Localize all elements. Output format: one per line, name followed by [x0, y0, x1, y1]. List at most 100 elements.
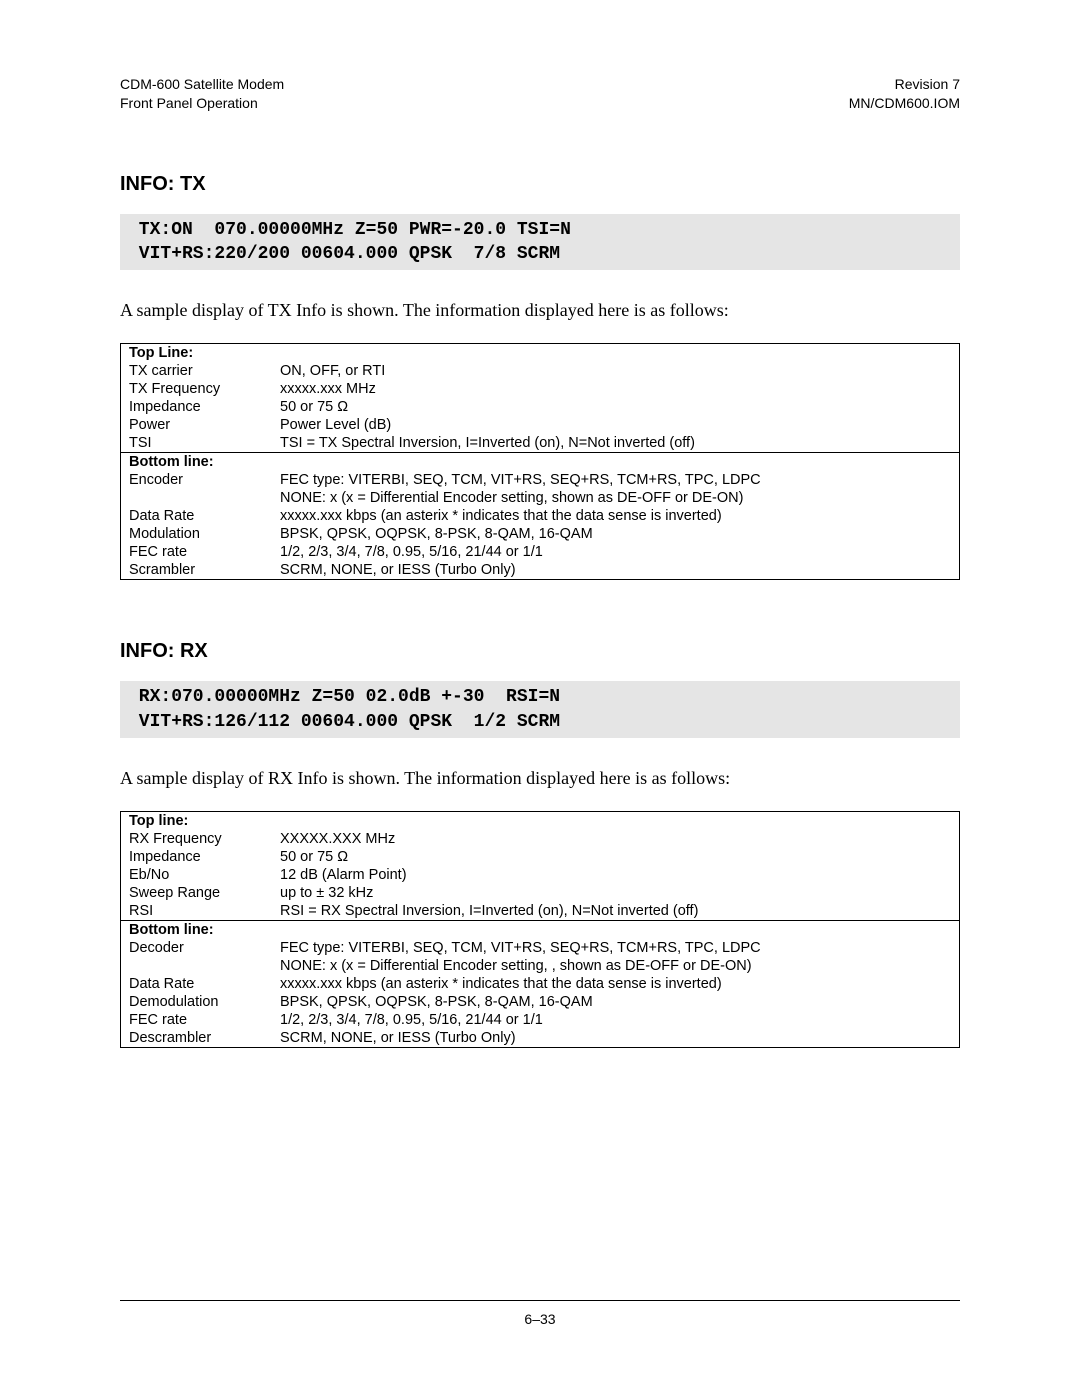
- tx-info-table: Top Line:TX carrierON, OFF, or RTITX Fre…: [120, 343, 960, 580]
- table-value: 1/2, 2/3, 3/4, 7/8, 0.95, 5/16, 21/44 or…: [272, 1011, 960, 1029]
- table-row: EncoderFEC type: VITERBI, SEQ, TCM, VIT+…: [121, 471, 960, 489]
- rx-lcd-line1: RX:070.00000MHz Z=50 02.0dB +-30 RSI=N: [128, 687, 560, 707]
- table-cell: [272, 920, 960, 939]
- tx-heading: INFO: TX: [120, 173, 960, 196]
- page: CDM-600 Satellite Modem Front Panel Oper…: [0, 0, 1080, 1397]
- table-row: DecoderFEC type: VITERBI, SEQ, TCM, VIT+…: [121, 939, 960, 957]
- table-label: Sweep Range: [121, 884, 273, 902]
- table-row: RSIRSI = RX Spectral Inversion, I=Invert…: [121, 902, 960, 921]
- table-row: FEC rate1/2, 2/3, 3/4, 7/8, 0.95, 5/16, …: [121, 543, 960, 561]
- table-label: Demodulation: [121, 993, 273, 1011]
- table-value: 50 or 75 Ω: [272, 398, 960, 416]
- table-row: Eb/No12 dB (Alarm Point): [121, 866, 960, 884]
- table-value: xxxxx.xxx kbps (an asterix * indicates t…: [272, 507, 960, 525]
- page-footer: 6–33: [120, 1300, 960, 1327]
- header-left-line1: CDM-600 Satellite Modem: [120, 75, 284, 94]
- table-label: [121, 957, 273, 975]
- table-label: Power: [121, 416, 273, 434]
- table-row: Impedance50 or 75 Ω: [121, 848, 960, 866]
- table-cell: [272, 811, 960, 830]
- table-value: 12 dB (Alarm Point): [272, 866, 960, 884]
- table-label: Impedance: [121, 848, 273, 866]
- table-label: FEC rate: [121, 543, 273, 561]
- table-group-header: Top Line:: [121, 344, 273, 363]
- table-cell: [272, 344, 960, 363]
- table-value: NONE: x (x = Differential Encoder settin…: [272, 489, 960, 507]
- header-right-line2: MN/CDM600.IOM: [849, 94, 960, 113]
- table-label: Data Rate: [121, 975, 273, 993]
- table-row: Bottom line:: [121, 920, 960, 939]
- table-row: Top line:: [121, 811, 960, 830]
- rx-lcd-line2: VIT+RS:126/112 00604.000 QPSK 1/2 SCRM: [128, 712, 560, 732]
- table-label: RSI: [121, 902, 273, 921]
- table-row: DemodulationBPSK, QPSK, OQPSK, 8-PSK, 8-…: [121, 993, 960, 1011]
- page-number: 6–33: [524, 1311, 555, 1327]
- table-row: DescramblerSCRM, NONE, or IESS (Turbo On…: [121, 1029, 960, 1048]
- table-label: Decoder: [121, 939, 273, 957]
- rx-intro: A sample display of RX Info is shown. Th…: [120, 768, 960, 789]
- table-value: NONE: x (x = Differential Encoder settin…: [272, 957, 960, 975]
- header-left: CDM-600 Satellite Modem Front Panel Oper…: [120, 75, 284, 113]
- table-row: NONE: x (x = Differential Encoder settin…: [121, 957, 960, 975]
- table-value: SCRM, NONE, or IESS (Turbo Only): [272, 1029, 960, 1048]
- table-value: FEC type: VITERBI, SEQ, TCM, VIT+RS, SEQ…: [272, 471, 960, 489]
- tx-lcd-line2: VIT+RS:220/200 00604.000 QPSK 7/8 SCRM: [128, 244, 560, 264]
- table-row: TX carrierON, OFF, or RTI: [121, 362, 960, 380]
- table-cell: [272, 453, 960, 472]
- table-value: SCRM, NONE, or IESS (Turbo Only): [272, 561, 960, 580]
- tx-lcd-line1: TX:ON 070.00000MHz Z=50 PWR=-20.0 TSI=N: [128, 220, 571, 240]
- table-row: TX Frequencyxxxxx.xxx MHz: [121, 380, 960, 398]
- table-value: xxxxx.xxx kbps (an asterix * indicates t…: [272, 975, 960, 993]
- rx-lcd-display: RX:070.00000MHz Z=50 02.0dB +-30 RSI=N V…: [120, 681, 960, 738]
- table-label: RX Frequency: [121, 830, 273, 848]
- table-group-header: Top line:: [121, 811, 273, 830]
- table-value: XXXXX.XXX MHz: [272, 830, 960, 848]
- rx-heading: INFO: RX: [120, 640, 960, 663]
- table-group-header: Bottom line:: [121, 920, 273, 939]
- table-value: xxxxx.xxx MHz: [272, 380, 960, 398]
- table-value: BPSK, QPSK, OQPSK, 8-PSK, 8-QAM, 16-QAM: [272, 993, 960, 1011]
- table-label: Impedance: [121, 398, 273, 416]
- table-label: TX Frequency: [121, 380, 273, 398]
- table-value: 1/2, 2/3, 3/4, 7/8, 0.95, 5/16, 21/44 or…: [272, 543, 960, 561]
- header-left-line2: Front Panel Operation: [120, 94, 284, 113]
- table-row: ScramblerSCRM, NONE, or IESS (Turbo Only…: [121, 561, 960, 580]
- table-value: 50 or 75 Ω: [272, 848, 960, 866]
- table-value: Power Level (dB): [272, 416, 960, 434]
- table-label: Eb/No: [121, 866, 273, 884]
- table-row: Impedance50 or 75 Ω: [121, 398, 960, 416]
- table-value: FEC type: VITERBI, SEQ, TCM, VIT+RS, SEQ…: [272, 939, 960, 957]
- table-label: Data Rate: [121, 507, 273, 525]
- header-right-line1: Revision 7: [849, 75, 960, 94]
- table-label: TSI: [121, 434, 273, 453]
- table-row: TSITSI = TX Spectral Inversion, I=Invert…: [121, 434, 960, 453]
- table-value: BPSK, QPSK, OQPSK, 8-PSK, 8-QAM, 16-QAM: [272, 525, 960, 543]
- table-row: Data Ratexxxxx.xxx kbps (an asterix * in…: [121, 507, 960, 525]
- table-row: Sweep Rangeup to ± 32 kHz: [121, 884, 960, 902]
- table-label: FEC rate: [121, 1011, 273, 1029]
- header-right: Revision 7 MN/CDM600.IOM: [849, 75, 960, 113]
- table-value: TSI = TX Spectral Inversion, I=Inverted …: [272, 434, 960, 453]
- table-row: ModulationBPSK, QPSK, OQPSK, 8-PSK, 8-QA…: [121, 525, 960, 543]
- table-label: [121, 489, 273, 507]
- table-value: RSI = RX Spectral Inversion, I=Inverted …: [272, 902, 960, 921]
- table-row: PowerPower Level (dB): [121, 416, 960, 434]
- table-row: Bottom line:: [121, 453, 960, 472]
- tx-intro: A sample display of TX Info is shown. Th…: [120, 300, 960, 321]
- table-row: RX FrequencyXXXXX.XXX MHz: [121, 830, 960, 848]
- table-label: Modulation: [121, 525, 273, 543]
- table-label: Encoder: [121, 471, 273, 489]
- table-row: Top Line:: [121, 344, 960, 363]
- table-label: Scrambler: [121, 561, 273, 580]
- tx-lcd-display: TX:ON 070.00000MHz Z=50 PWR=-20.0 TSI=N …: [120, 214, 960, 271]
- table-label: TX carrier: [121, 362, 273, 380]
- table-value: ON, OFF, or RTI: [272, 362, 960, 380]
- table-row: NONE: x (x = Differential Encoder settin…: [121, 489, 960, 507]
- table-value: up to ± 32 kHz: [272, 884, 960, 902]
- table-group-header: Bottom line:: [121, 453, 273, 472]
- table-row: Data Ratexxxxx.xxx kbps (an asterix * in…: [121, 975, 960, 993]
- page-header: CDM-600 Satellite Modem Front Panel Oper…: [120, 75, 960, 113]
- rx-info-table: Top line:RX FrequencyXXXXX.XXX MHzImpeda…: [120, 811, 960, 1048]
- table-label: Descrambler: [121, 1029, 273, 1048]
- table-row: FEC rate1/2, 2/3, 3/4, 7/8, 0.95, 5/16, …: [121, 1011, 960, 1029]
